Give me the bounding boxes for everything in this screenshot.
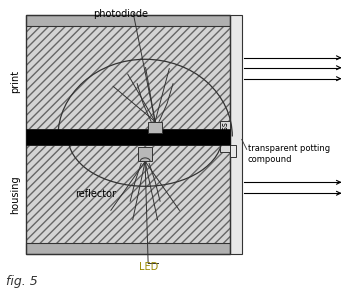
- Bar: [26, 146, 230, 243]
- Text: housing: housing: [10, 175, 20, 213]
- Text: reflector: reflector: [75, 189, 116, 199]
- Bar: [26, 243, 230, 254]
- Text: print: print: [10, 70, 20, 93]
- Bar: [26, 128, 230, 146]
- Bar: [26, 26, 230, 128]
- Text: LED: LED: [139, 262, 158, 272]
- Bar: [26, 15, 230, 26]
- Bar: [230, 146, 236, 157]
- Bar: [220, 121, 230, 153]
- Bar: [148, 122, 162, 133]
- Bar: [230, 15, 242, 254]
- Text: transparent potting
compound: transparent potting compound: [248, 144, 330, 164]
- Bar: [26, 15, 230, 254]
- Bar: [138, 147, 152, 161]
- Text: fig. 5: fig. 5: [6, 276, 37, 289]
- Text: photodiode: photodiode: [93, 9, 148, 19]
- Text: glass: glass: [220, 122, 230, 142]
